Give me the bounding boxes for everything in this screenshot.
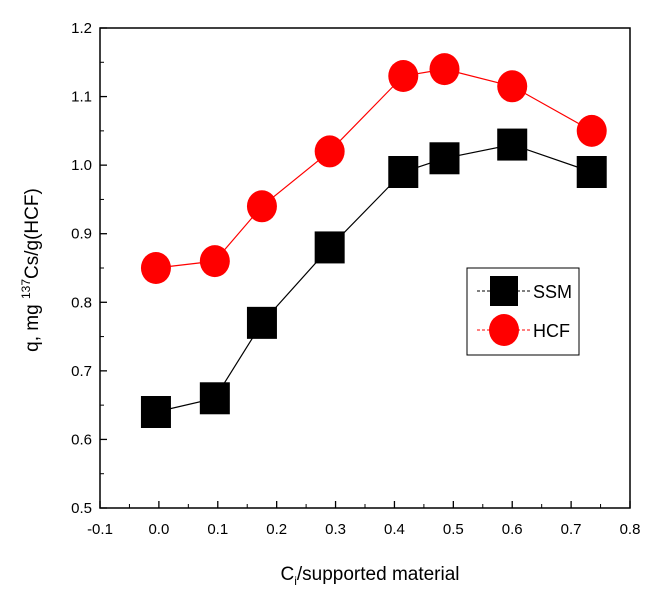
data-point-hcf: [199, 245, 230, 278]
data-point-ssm: [429, 142, 460, 175]
x-tick-label: 0.7: [561, 521, 582, 538]
series-layer: [140, 53, 607, 428]
x-tick-label: 0.2: [266, 521, 287, 538]
y-tick-label: 0.8: [71, 294, 92, 311]
x-tick-label: 0.1: [207, 521, 228, 538]
x-axis-tick-labels: -0.1 0.0 0.1 0.2 0.3 0.4 0.5 0.6 0.7 0.8: [87, 521, 640, 538]
x-tick-label: 0.0: [148, 521, 169, 538]
x-tick-label: 0.6: [502, 521, 523, 538]
data-point-ssm: [388, 156, 419, 188]
data-point-ssm: [576, 156, 607, 188]
y-tick-label: 0.5: [71, 500, 92, 517]
x-axis-title-main: C: [280, 564, 294, 585]
x-tick-label: 0.4: [384, 521, 405, 538]
y-tick-label: 1.1: [71, 89, 92, 106]
data-point-hcf: [429, 53, 460, 86]
data-point-hcf: [576, 114, 607, 147]
x-axis-title-rest: /supported material: [297, 564, 460, 585]
x-tick-label: 0.5: [443, 521, 464, 538]
legend-hcf-label: HCF: [533, 321, 570, 341]
y-tick-label: 0.6: [71, 431, 92, 448]
y-axis-title-post: Cs/g(HCF): [22, 188, 43, 279]
y-axis-title: q, mg 137Cs/g(HCF): [19, 188, 43, 352]
x-axis-title: Ci/supported material: [280, 564, 459, 588]
data-point-ssm: [246, 306, 277, 339]
legend: SSM HCF: [466, 267, 580, 356]
x-axis-ticks: [99, 501, 631, 508]
x-axis-title-subscript: i: [294, 574, 297, 588]
y-axis-ticks: [100, 27, 107, 509]
y-tick-label: 1.0: [71, 157, 92, 174]
y-tick-label: 0.9: [71, 226, 92, 243]
legend-ssm-marker: [490, 276, 518, 306]
data-point-ssm: [314, 231, 345, 264]
data-point-hcf: [497, 70, 528, 103]
data-point-hcf: [140, 252, 171, 284]
x-tick-label: -0.1: [87, 521, 113, 538]
data-point-hcf: [388, 60, 419, 92]
y-tick-label: 1.2: [71, 20, 92, 37]
x-tick-label: 0.8: [620, 521, 641, 538]
y-tick-label: 0.7: [71, 363, 92, 380]
y-axis-tick-labels: 0.5 0.6 0.7 0.8 0.9 1.0 1.1 1.2: [71, 20, 92, 517]
data-point-ssm: [140, 396, 171, 428]
data-point-ssm: [497, 128, 528, 161]
data-point-ssm: [199, 382, 230, 415]
y-axis-title-superscript: 137: [19, 279, 33, 299]
x-tick-label: 0.3: [325, 521, 346, 538]
legend-ssm-label: SSM: [533, 282, 572, 302]
y-axis-title-pre: q, mg: [22, 299, 43, 352]
legend-box: [466, 267, 580, 356]
data-point-hcf: [246, 190, 277, 223]
legend-hcf-marker: [489, 314, 519, 346]
data-point-hcf: [314, 135, 345, 168]
